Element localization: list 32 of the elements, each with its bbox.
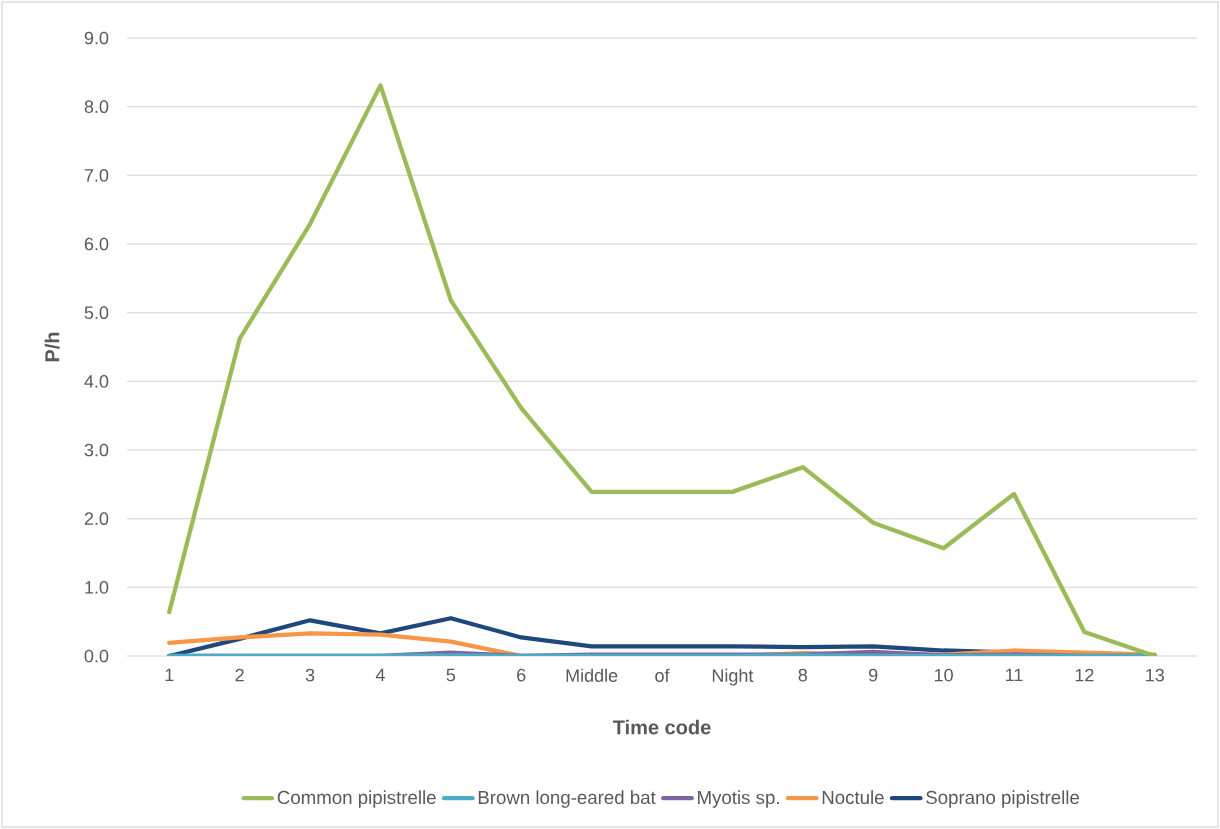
- legend-label: Soprano pipistrelle: [926, 790, 1080, 808]
- x-tick-label: 10: [934, 668, 953, 682]
- x-tick-label: 6: [517, 668, 526, 682]
- x-tick-label: 3: [305, 668, 315, 682]
- x-tick-label: 1: [165, 668, 174, 682]
- y-tick-label: 4.0: [84, 374, 109, 388]
- x-tick-label: 8: [798, 668, 808, 682]
- x-tick-label: 9: [869, 668, 878, 682]
- y-tick-label: 3.0: [84, 443, 109, 457]
- y-tick-label: 5.0: [84, 306, 109, 320]
- x-tick-label: 13: [1146, 668, 1164, 682]
- y-tick-label: 7.0: [84, 168, 109, 182]
- legend-label: Noctule: [822, 790, 884, 805]
- y-tick-label: 6.0: [84, 237, 109, 251]
- x-tick-label: 4: [375, 668, 385, 682]
- y-tick-label: 9.0: [84, 31, 109, 45]
- x-tick-label: 12: [1075, 668, 1094, 682]
- y-tick-label: 8.0: [84, 100, 109, 114]
- y-tick-label: 2.0: [84, 512, 109, 526]
- x-axis-title: Time code: [612, 719, 711, 735]
- y-axis-title: P/h: [44, 332, 60, 362]
- y-tick-label: 1.0: [85, 580, 109, 594]
- legend-label: Brown long-eared bat: [478, 790, 656, 808]
- x-tick-label: 5: [446, 668, 456, 682]
- x-tick-label: Night: [712, 668, 754, 686]
- legend-label: Myotis sp.: [698, 790, 779, 808]
- y-tick-label: 0.0: [84, 649, 109, 663]
- legend-label: Common pipistrelle: [277, 790, 436, 808]
- x-tick-label: 2: [235, 668, 244, 682]
- x-tick-label: 11: [1006, 668, 1023, 682]
- x-tick-label: Middle: [566, 668, 618, 682]
- x-tick-label: of: [655, 668, 670, 682]
